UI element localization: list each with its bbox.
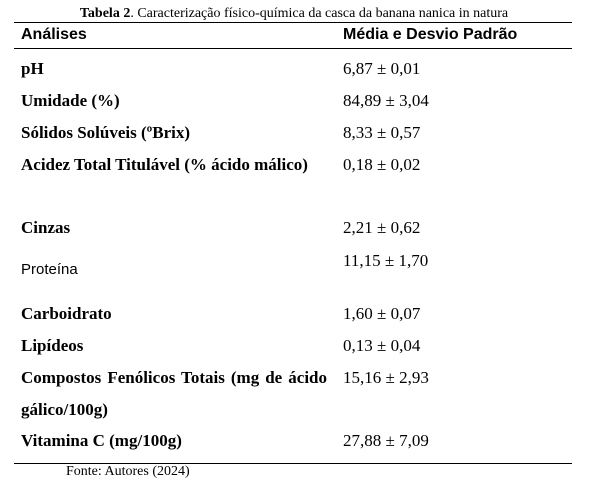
row-value-proteina: 11,15 ± 1,70 — [343, 251, 429, 270]
table-footnote: Fonte: Autores (2024) — [66, 464, 190, 479]
row-value-carboidrato: 1,60 ± 0,07 — [343, 304, 421, 323]
caption-label: Tabela 2 — [79, 6, 131, 21]
row-label-vitamina-c: Vitamina C (mg/100g) — [21, 431, 182, 450]
row-label-ph: pH — [21, 59, 44, 78]
row-label-carboidrato: Carboidrato — [21, 304, 112, 323]
row-label-lipideos: Lipídeos — [21, 336, 84, 355]
header-rule — [14, 48, 572, 49]
header-media-desvio: Média e Desvio Padrão — [343, 26, 518, 43]
row-value-cinzas: 2,21 ± 0,62 — [343, 218, 421, 237]
row-value-solidos-soluveis: 8,33 ± 0,57 — [343, 123, 421, 142]
row-label-acidez: Acidez Total Titulável (% ácido málico) — [21, 155, 308, 174]
row-value-acidez: 0,18 ± 0,02 — [343, 155, 421, 174]
row-label-cinzas: Cinzas — [21, 218, 71, 237]
row-label-umidade: Umidade (%) — [21, 91, 120, 110]
row-label-proteina: Proteína — [21, 261, 78, 278]
header-analises: Análises — [21, 26, 87, 43]
bottom-rule — [14, 463, 572, 464]
row-label-compostos-fenolicos: Compostos Fenólicos Totais (mg de ácido … — [21, 368, 327, 419]
row-value-lipideos: 0,13 ± 0,04 — [343, 336, 421, 355]
row-value-ph: 6,87 ± 0,01 — [343, 59, 421, 78]
table-caption: Tabela 2. Caracterização físico-química … — [14, 6, 574, 22]
row-value-umidade: 84,89 ± 3,04 — [343, 91, 429, 110]
row-value-compostos-fenolicos: 15,16 ± 2,93 — [343, 368, 429, 387]
caption-text: . Caracterização físico-química da casca… — [130, 6, 509, 21]
row-label-solidos-soluveis: Sólidos Solúveis (ºBrix) — [21, 123, 191, 142]
top-rule — [14, 22, 572, 23]
row-value-vitamina-c: 27,88 ± 7,09 — [343, 431, 429, 450]
